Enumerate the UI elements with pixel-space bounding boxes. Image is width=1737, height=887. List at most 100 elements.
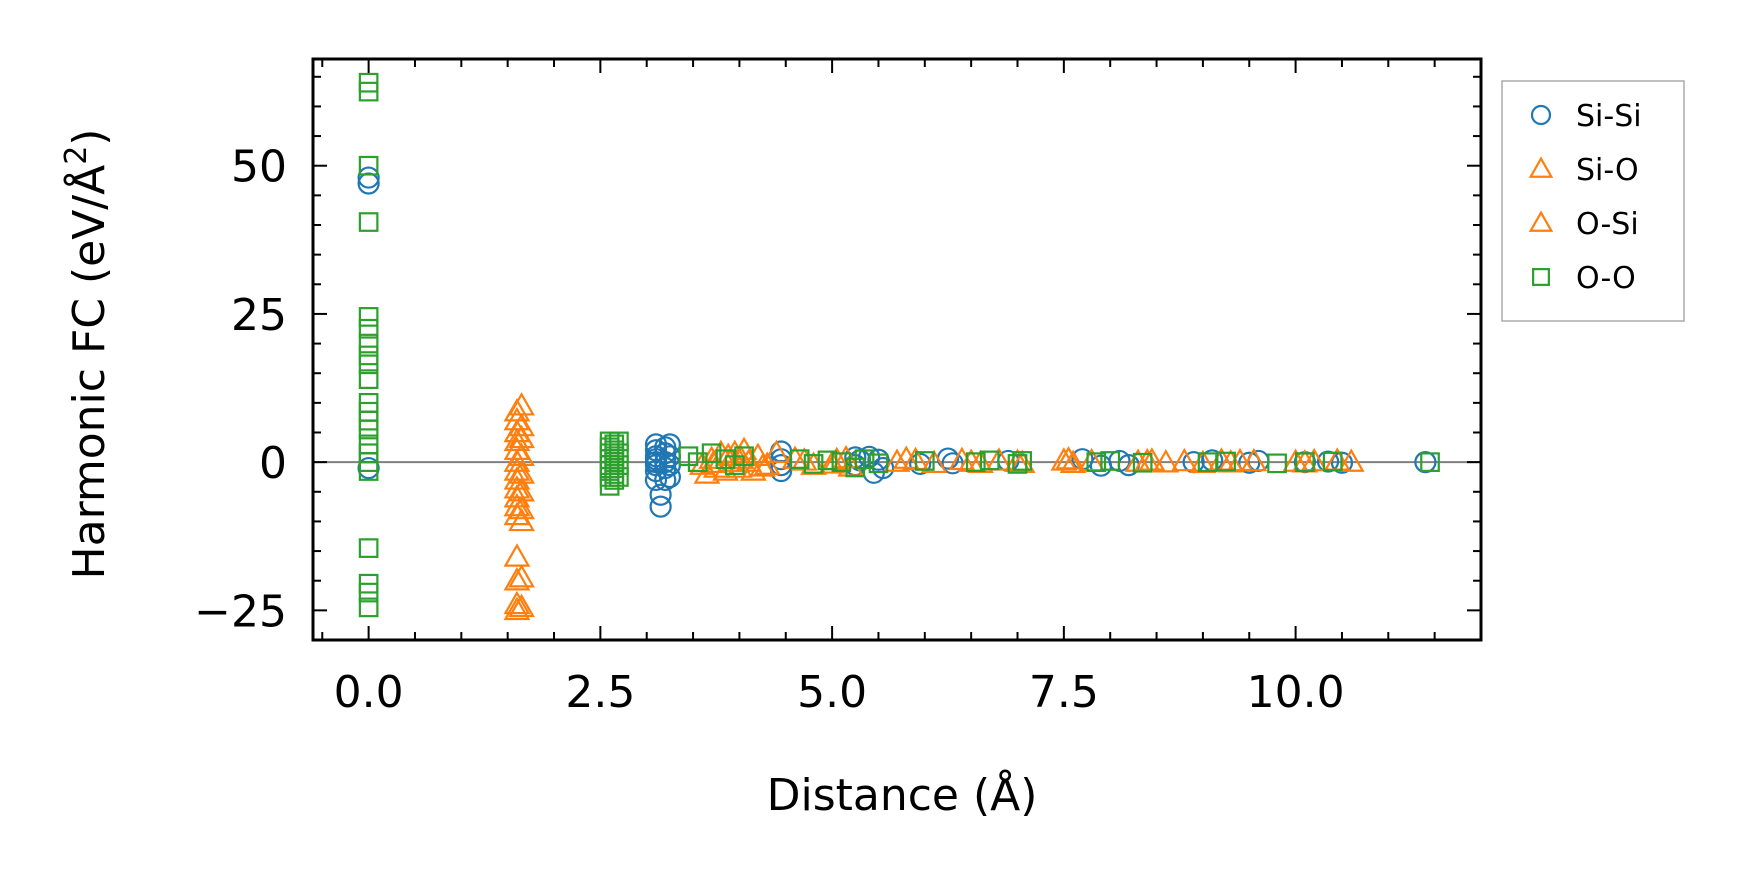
data-point [503,566,531,591]
y-tick-label: 50 [231,142,287,193]
legend-item-o-o: O-O [1532,261,1636,296]
data-point [508,507,535,532]
data-point [508,593,535,618]
data-point [358,155,379,176]
data-point [1295,452,1315,472]
data-point [609,443,629,464]
legend-label: Si-Si [1576,99,1642,134]
data-point [508,424,535,449]
x-tick-label: 5.0 [797,667,867,718]
data-points [357,72,1440,621]
data-point [763,439,790,463]
y-tick-label: −25 [194,586,287,637]
legend-items: Si-Si Si-O O-Si O-O [1528,99,1642,296]
data-point [609,431,629,452]
data-point [503,475,531,499]
data-point [658,465,681,489]
x-axis-label: Distance (Å) [767,768,1038,821]
data-point [609,467,629,487]
data-point [1133,447,1161,472]
x-tick-label: 7.5 [1029,667,1099,718]
data-point [1267,453,1287,474]
data-point [831,452,852,472]
data-point [1012,451,1032,471]
data-point [649,483,672,506]
data-point [508,442,535,466]
data-point [508,564,535,588]
data-point [965,452,986,472]
data-point [357,456,380,480]
data-point [883,448,911,472]
data-point [1238,451,1261,474]
data-point [1216,451,1236,472]
data-point [1055,446,1082,470]
legend-label: O-O [1576,261,1636,296]
y-axis-label-suffix: ) [64,129,115,146]
data-point [909,452,932,476]
data-point [920,449,948,474]
data-point [1240,447,1268,472]
data-point [358,212,379,232]
data-point [508,460,535,484]
data-point [358,538,379,558]
data-point [1100,451,1121,471]
data-point [503,543,531,567]
data-point [941,452,964,475]
legend-marker [1528,210,1554,232]
legend-marker [1530,104,1552,126]
x-tick-label: 10.0 [1247,667,1345,718]
data-point [604,470,625,490]
data-point [817,450,838,471]
legend-item-si-si: Si-Si [1530,99,1642,134]
data-point [358,307,379,327]
data-point [854,449,875,470]
data-point [358,354,379,375]
data-point [654,468,677,492]
data-point [734,446,754,467]
series-si-o [503,398,1365,621]
data-point [979,450,1000,471]
data-point [1420,452,1440,472]
data-point [1337,448,1365,472]
data-point [1152,449,1180,473]
legend-item-si-o: Si-O [1528,153,1639,188]
data-point [358,461,379,481]
axis-ticks [313,59,1482,640]
data-point [1132,452,1153,473]
legend-label: Si-O [1576,153,1639,188]
data-point [508,412,535,437]
data-point [358,419,379,440]
y-tick-label: 0 [259,438,287,489]
data-point [701,443,722,464]
data-point [358,582,379,603]
data-point [503,590,531,615]
plot-frame [311,57,1483,642]
data-point [503,596,531,621]
data-point [508,478,535,502]
data-point [1059,449,1087,474]
data-point [1414,451,1437,474]
data-point [1007,454,1028,474]
data-point [892,445,920,469]
data-point [1170,447,1198,472]
axis-tick-labels: 0.0 2.5 5.0 7.5 10.0 −25 0 25 50 [194,142,1344,718]
data-point [358,333,379,354]
data-point [503,457,531,481]
legend-label: O-Si [1576,207,1639,242]
series-o-o [358,72,1440,618]
data-point [503,492,531,517]
data-point [357,166,380,189]
data-point [508,495,535,520]
data-point [914,451,935,471]
data-point [609,455,629,475]
y-axis-label-main: Harmonic FC (eV/Å [62,165,115,580]
data-point [358,318,379,339]
data-point [1086,452,1107,472]
data-point [803,454,824,474]
x-tick-label: 0.0 [334,667,404,718]
legend-marker [1528,156,1554,178]
series-o-si [508,392,1351,618]
legend: Si-Si Si-O O-Si O-O [1501,80,1685,322]
data-point [1316,450,1340,473]
